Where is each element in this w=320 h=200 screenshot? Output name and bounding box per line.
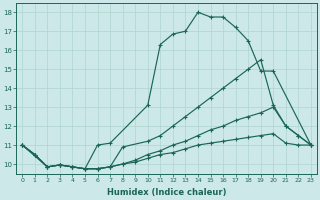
- X-axis label: Humidex (Indice chaleur): Humidex (Indice chaleur): [107, 188, 226, 197]
